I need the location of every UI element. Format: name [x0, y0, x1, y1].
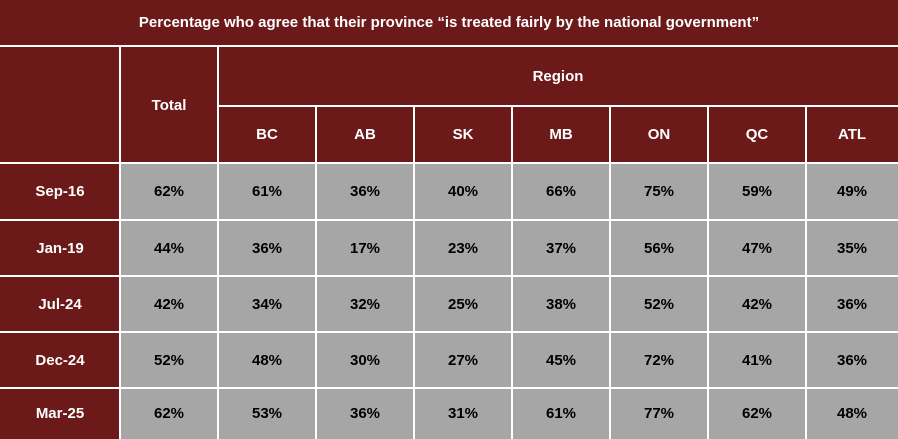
cell-bc: 61%: [218, 163, 316, 220]
cell-total: 62%: [120, 163, 218, 220]
cell-on: 77%: [610, 388, 708, 439]
cell-atl: 48%: [806, 388, 898, 439]
row-label: Dec-24: [0, 332, 120, 388]
header-region-mb: MB: [512, 106, 610, 163]
cell-mb: 61%: [512, 388, 610, 439]
cell-on: 56%: [610, 220, 708, 276]
cell-qc: 62%: [708, 388, 806, 439]
row-label: Sep-16: [0, 163, 120, 220]
cell-bc: 36%: [218, 220, 316, 276]
cell-bc: 48%: [218, 332, 316, 388]
grid-vline: [315, 106, 317, 439]
grid-hline: [0, 331, 898, 333]
grid-hline: [218, 105, 898, 107]
header-region-ab: AB: [316, 106, 414, 163]
cell-mb: 66%: [512, 163, 610, 220]
cell-total: 44%: [120, 220, 218, 276]
cell-sk: 31%: [414, 388, 512, 439]
grid-vline: [413, 106, 415, 439]
table-title: Percentage who agree that their province…: [0, 0, 898, 47]
cell-atl: 49%: [806, 163, 898, 220]
cell-qc: 42%: [708, 276, 806, 332]
cell-total: 62%: [120, 388, 218, 439]
header-region-group: Region: [218, 47, 898, 106]
cell-ab: 17%: [316, 220, 414, 276]
cell-sk: 25%: [414, 276, 512, 332]
cell-ab: 36%: [316, 163, 414, 220]
grid-hline: [0, 219, 898, 221]
header-region-atl: ATL: [806, 106, 898, 163]
cell-mb: 38%: [512, 276, 610, 332]
header-total: Total: [120, 47, 218, 163]
cell-sk: 40%: [414, 163, 512, 220]
cell-sk: 23%: [414, 220, 512, 276]
header-region-sk: SK: [414, 106, 512, 163]
grid-hline: [0, 387, 898, 389]
cell-atl: 36%: [806, 332, 898, 388]
cell-atl: 36%: [806, 276, 898, 332]
grid-hline: [0, 162, 898, 164]
cell-bc: 53%: [218, 388, 316, 439]
grid-vline: [511, 106, 513, 439]
cell-ab: 36%: [316, 388, 414, 439]
grid-vline: [609, 106, 611, 439]
grid-vline: [805, 106, 807, 439]
cell-on: 72%: [610, 332, 708, 388]
cell-on: 52%: [610, 276, 708, 332]
cell-qc: 59%: [708, 163, 806, 220]
grid-vline: [217, 47, 219, 439]
grid-vline: [707, 106, 709, 439]
cell-total: 52%: [120, 332, 218, 388]
cell-mb: 45%: [512, 332, 610, 388]
cell-atl: 35%: [806, 220, 898, 276]
cell-qc: 47%: [708, 220, 806, 276]
cell-on: 75%: [610, 163, 708, 220]
cell-bc: 34%: [218, 276, 316, 332]
cell-qc: 41%: [708, 332, 806, 388]
row-label: Mar-25: [0, 388, 120, 439]
cell-sk: 27%: [414, 332, 512, 388]
row-label: Jan-19: [0, 220, 120, 276]
header-region-on: ON: [610, 106, 708, 163]
cell-mb: 37%: [512, 220, 610, 276]
cell-ab: 30%: [316, 332, 414, 388]
grid-vline: [119, 47, 121, 439]
row-label: Jul-24: [0, 276, 120, 332]
grid-hline: [0, 275, 898, 277]
header-region-qc: QC: [708, 106, 806, 163]
header-region-bc: BC: [218, 106, 316, 163]
cell-total: 42%: [120, 276, 218, 332]
cell-ab: 32%: [316, 276, 414, 332]
